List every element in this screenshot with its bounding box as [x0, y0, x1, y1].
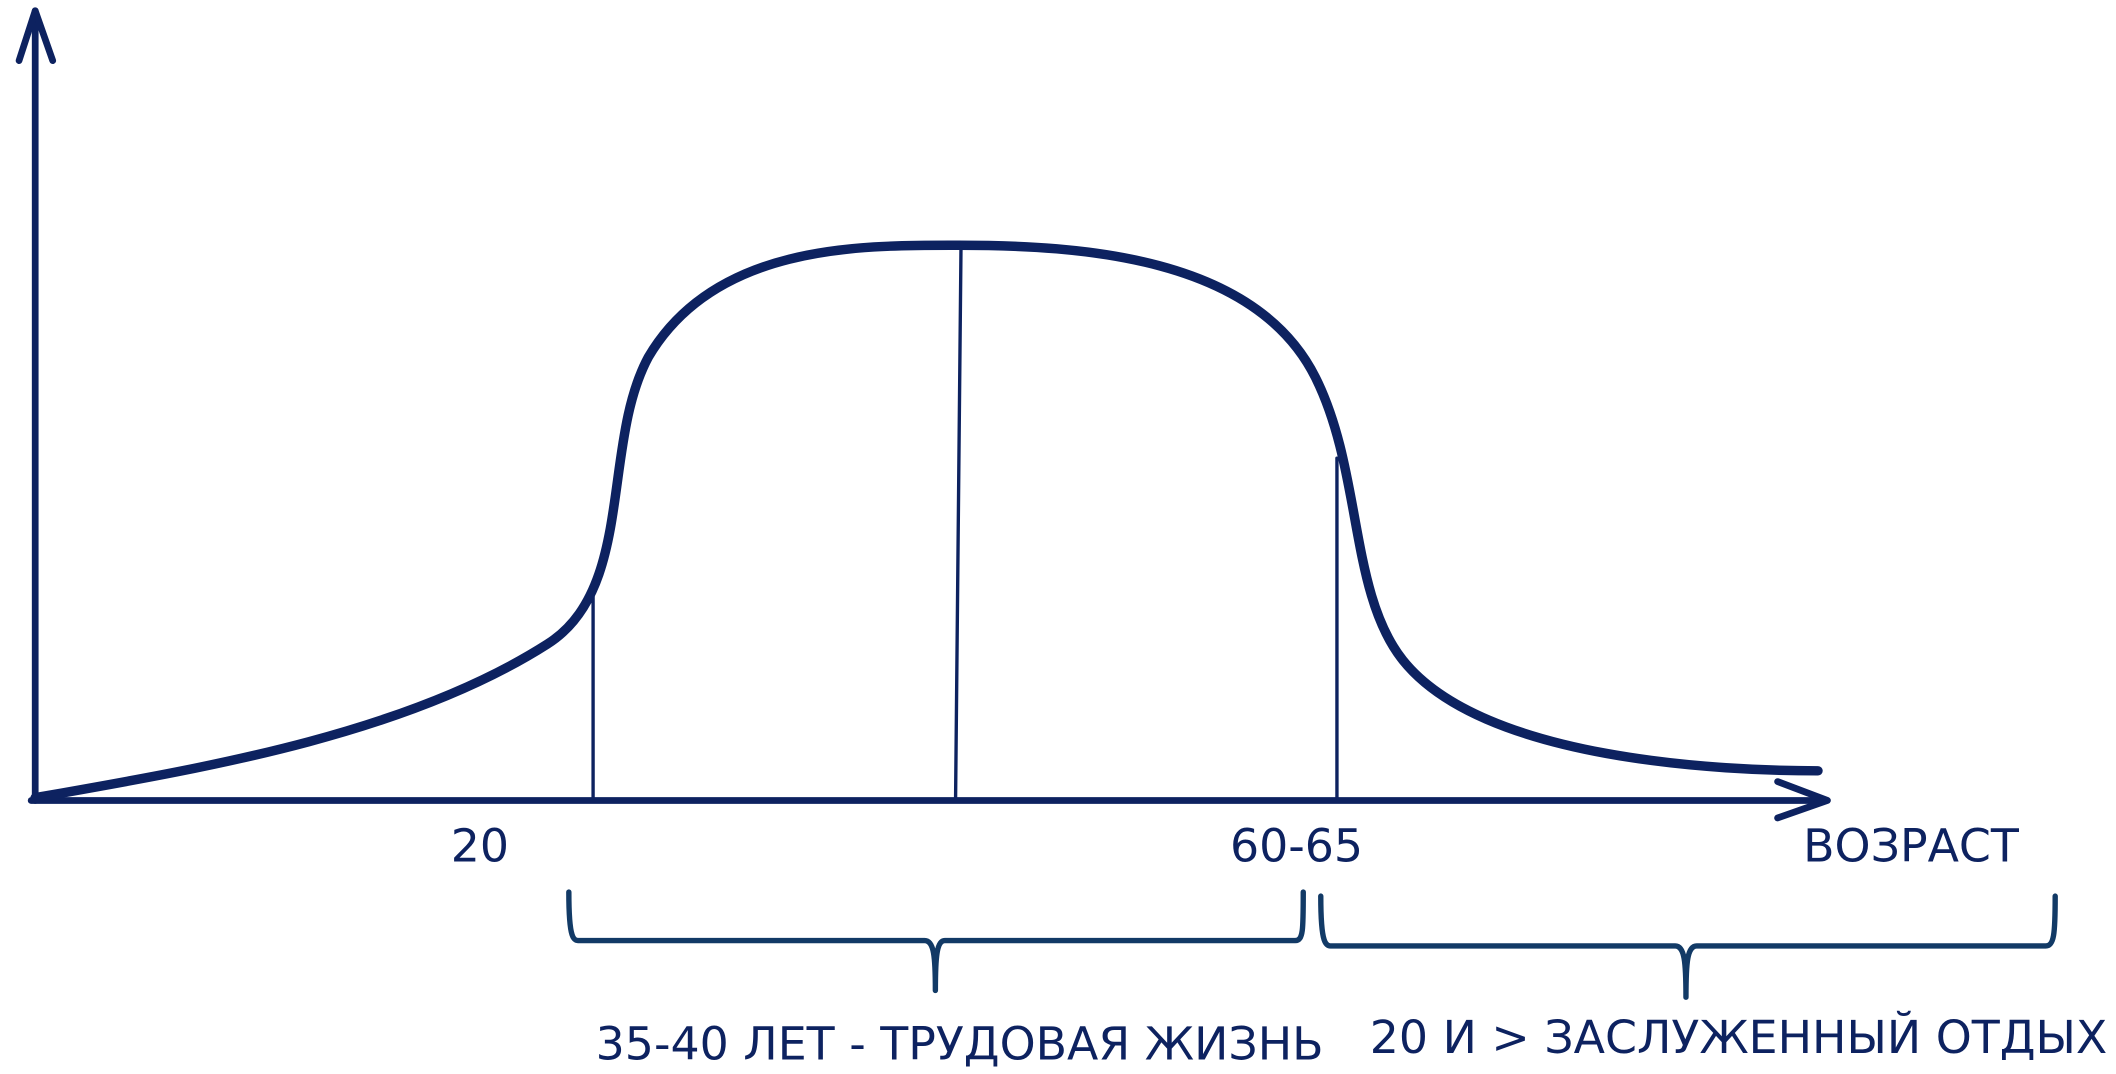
divider-line — [953, 247, 963, 800]
tick-label: 60-65 — [1230, 818, 1363, 872]
income-curve — [30, 240, 1823, 803]
period-label: 35-40 ЛЕТ - ТРУДОВАЯ ЖИЗНЬ — [596, 1017, 1324, 1071]
tick-label: 20 — [451, 818, 509, 872]
x-axis-arrow — [1774, 778, 1831, 822]
axis-label: ВОЗРАСТ — [1803, 818, 2020, 872]
y-axis-arrow — [15, 7, 57, 65]
brace — [1318, 893, 2058, 1000]
brace — [566, 889, 1306, 994]
period-label: 20 И > ЗАСЛУЖЕННЫЙ ОТДЫХ — [1370, 1010, 2108, 1064]
